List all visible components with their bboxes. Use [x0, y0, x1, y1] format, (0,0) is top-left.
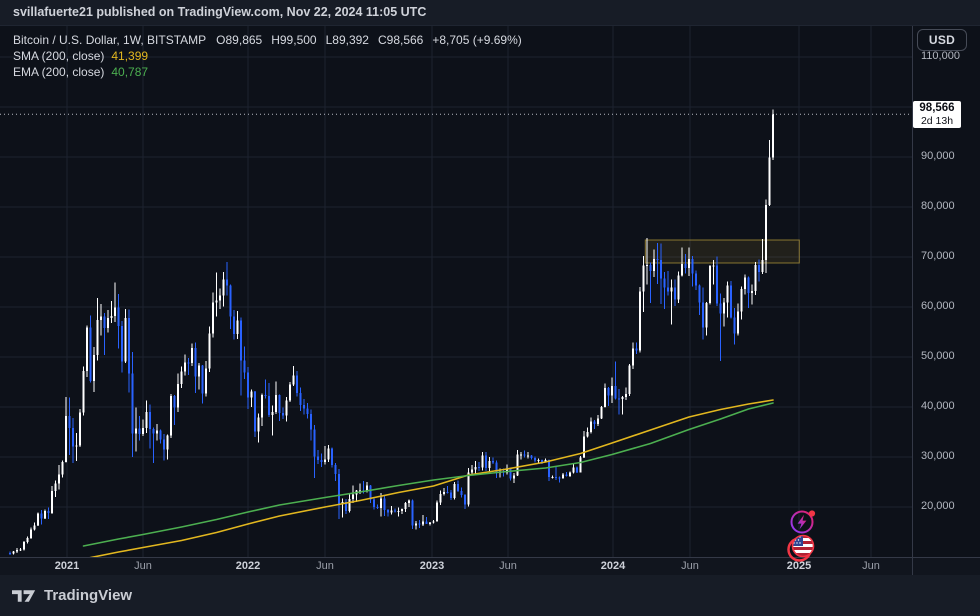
sma-value: 41,399	[111, 49, 149, 63]
price-axis-label: 20,000	[921, 500, 955, 512]
sma-legend-row: SMA (200, close) 41,399	[13, 48, 531, 64]
streak-lightning-icon[interactable]	[787, 507, 817, 537]
symbol-legend-row: Bitcoin / U.S. Dollar, 1W, BITSTAMP O89,8…	[13, 32, 531, 48]
ema-legend-row: EMA (200, close) 40,787	[13, 64, 531, 80]
ohlc-value: L89,392	[325, 33, 369, 47]
ohlc-value: C98,566	[377, 33, 424, 47]
footer: TradingView	[0, 575, 980, 616]
price-axis-label: 90,000	[921, 150, 955, 162]
price-axis-label: 30,000	[921, 450, 955, 462]
tradingview-wordmark[interactable]: TradingView	[44, 587, 133, 604]
ohlc-value: O89,865	[216, 33, 263, 47]
time-axis-label: 2021	[54, 560, 80, 572]
tradingview-logo-icon[interactable]	[12, 588, 39, 604]
time-axis-border	[0, 557, 980, 558]
bar-countdown: 2d 13h	[920, 115, 954, 128]
up-candle-wicks	[13, 109, 774, 555]
time-axis-label: Jun	[862, 560, 880, 572]
ohlc-value: H99,500	[271, 33, 317, 47]
symbol-title: Bitcoin / U.S. Dollar, 1W, BITSTAMP	[13, 33, 207, 47]
time-axis-label: 2022	[235, 560, 261, 572]
ema-label: EMA (200, close)	[13, 65, 105, 79]
ohlc-values: O89,865 H99,500 L89,392 C98,566 +8,705 (+9.6…	[216, 33, 531, 47]
attribution-bar: svillafuerte21 published on TradingView.…	[0, 0, 980, 26]
price-axis-label: 50,000	[921, 350, 955, 362]
ema-value: 40,787	[111, 65, 149, 79]
time-axis-label: 2024	[600, 560, 626, 572]
last-price-label: 98,566 2d 13h	[913, 101, 961, 129]
currency-toggle-button[interactable]: USD	[917, 29, 967, 51]
time-axis-strip	[0, 558, 980, 575]
time-axis-label: Jun	[316, 560, 334, 572]
ema-200-line	[82, 402, 774, 547]
supply-zone	[644, 239, 800, 264]
flag-face	[792, 535, 814, 557]
sma-label: SMA (200, close)	[13, 49, 105, 63]
price-axis-label: 60,000	[921, 300, 955, 312]
ohlc-value: +8,705 (+9.69%)	[432, 33, 522, 47]
time-axis-label: Jun	[499, 560, 517, 572]
down-candle-bodies	[8, 259, 761, 555]
last-price-value: 98,566	[919, 102, 955, 115]
time-axis[interactable]: 2021 Jun 2022 Jun 2023 Jun 2024 Jun 2025 Jun	[0, 558, 980, 575]
time-axis-label: 2025	[786, 560, 812, 572]
price-axis-label: 70,000	[921, 250, 955, 262]
us-flag-icon[interactable]	[786, 532, 818, 564]
price-axis-border	[912, 25, 913, 575]
chart-legend: Bitcoin / U.S. Dollar, 1W, BITSTAMP O89,8…	[13, 32, 531, 80]
price-axis-label: 110,000	[921, 50, 960, 62]
notification-dot	[808, 510, 816, 517]
price-axis-label: 40,000	[921, 400, 955, 412]
up-candle-bodies	[12, 114, 775, 554]
attribution-text: svillafuerte21 published on TradingView.…	[13, 5, 427, 19]
time-axis-label: Jun	[134, 560, 152, 572]
sma-200-line	[89, 399, 774, 557]
price-axis-label: 80,000	[921, 200, 955, 212]
time-axis-label: 2023	[419, 560, 445, 572]
time-axis-label: Jun	[681, 560, 699, 572]
lightning-bolt-glyph	[797, 514, 807, 530]
